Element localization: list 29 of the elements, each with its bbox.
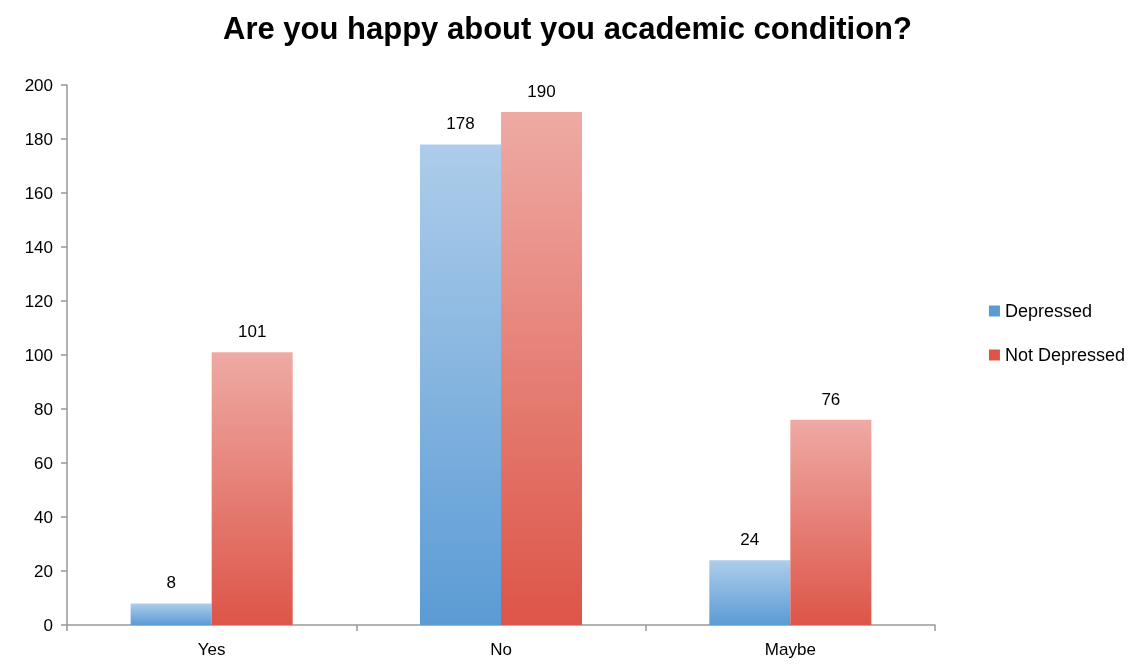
y-tick-label: 180 — [24, 129, 53, 149]
y-tick-label: 200 — [24, 75, 53, 95]
data-label: 101 — [237, 322, 267, 342]
y-tick-label: 60 — [34, 453, 53, 473]
x-tick-label: Maybe — [764, 640, 816, 659]
x-tick-label: No — [490, 640, 512, 659]
data-label: 76 — [821, 389, 841, 409]
data-label: 190 — [527, 82, 556, 101]
bar — [501, 112, 583, 625]
y-tick-label: 160 — [24, 183, 53, 203]
bar — [211, 352, 293, 625]
y-tick-label: 100 — [24, 345, 53, 365]
x-tick-label: Yes — [197, 640, 226, 659]
y-tick-label: 0 — [43, 615, 53, 635]
y-tick-label: 80 — [34, 399, 53, 419]
legend-label: Depressed — [1004, 301, 1092, 321]
legend-label: Not Depressed — [1004, 345, 1125, 365]
bar — [709, 560, 791, 625]
data-label: 178 — [446, 114, 475, 134]
bar — [790, 419, 872, 625]
data-label: 24 — [740, 530, 760, 550]
y-tick-label: 20 — [34, 561, 53, 581]
bar — [130, 603, 212, 625]
data-label: 8 — [166, 573, 176, 593]
chart-title: Are you happy about you academic condition? — [223, 11, 912, 46]
bar — [419, 144, 501, 625]
y-tick-label: 40 — [34, 507, 53, 527]
y-tick-label: 140 — [24, 237, 53, 257]
y-tick-label: 120 — [24, 291, 53, 311]
